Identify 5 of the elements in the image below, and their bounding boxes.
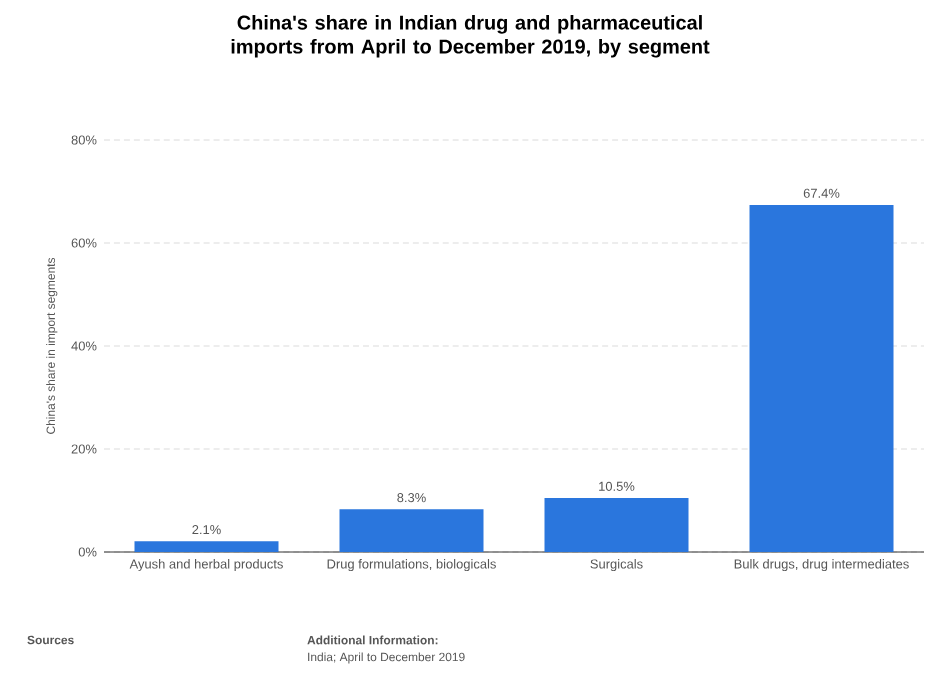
bar <box>749 204 894 552</box>
bar <box>134 541 279 552</box>
bar <box>544 497 689 552</box>
bar <box>339 509 484 552</box>
chart-title: China's share in Indian drug and pharmaceutical imports from April to December 2019, by segment <box>231 15 710 58</box>
